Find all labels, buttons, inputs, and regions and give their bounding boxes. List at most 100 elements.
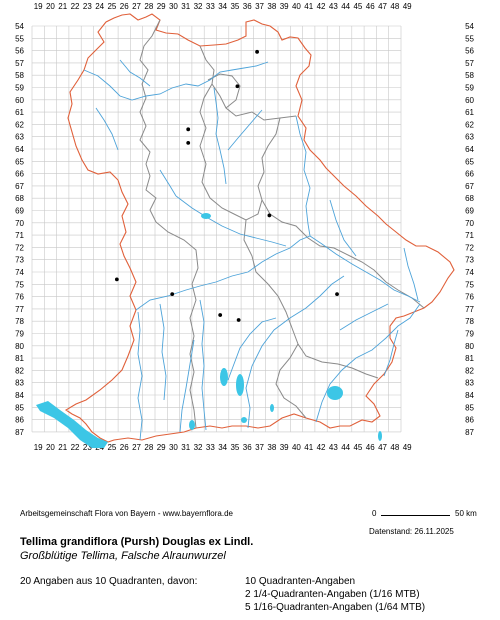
y-tick-label-right: 80	[465, 342, 474, 351]
x-tick-label-bottom: 37	[255, 443, 264, 452]
x-tick-label-bottom: 32	[194, 443, 203, 452]
y-tick-label-left: 58	[15, 71, 24, 80]
x-tick-label-bottom: 44	[341, 443, 350, 452]
y-tick-label-right: 83	[465, 379, 474, 388]
data-date: Datenstand: 26.11.2025	[369, 527, 454, 536]
y-tick-label-left: 61	[15, 108, 24, 117]
x-tick-label-bottom: 34	[218, 443, 227, 452]
x-tick-label-top: 22	[71, 2, 80, 11]
district-border-oberpfalz	[261, 199, 425, 309]
x-tick-label-bottom: 38	[267, 443, 276, 452]
y-tick-label-left: 55	[15, 34, 24, 43]
y-tick-label-left: 69	[15, 207, 24, 216]
x-tick-label-bottom: 46	[366, 443, 375, 452]
x-tick-label-top: 44	[341, 2, 350, 11]
x-tick-label-bottom: 41	[304, 443, 313, 452]
y-tick-label-right: 72	[465, 243, 474, 252]
y-tick-label-right: 64	[465, 145, 474, 154]
y-tick-label-right: 77	[465, 305, 474, 314]
y-tick-label-right: 62	[465, 120, 474, 129]
y-tick-label-right: 54	[465, 22, 474, 31]
y-tick-label-right: 79	[465, 330, 474, 339]
y-tick-label-left: 87	[15, 428, 24, 437]
y-tick-label-right: 63	[465, 133, 474, 142]
y-tick-label-left: 74	[15, 268, 24, 277]
x-tick-label-bottom: 31	[181, 443, 190, 452]
x-tick-label-bottom: 20	[46, 443, 55, 452]
stat-sixteenth-quadrant: 5 1/16-Quadranten-Angaben (1/64 MTB)	[245, 602, 426, 613]
river-iller	[137, 311, 143, 441]
y-tick-label-left: 62	[15, 120, 24, 129]
river-inn	[315, 303, 421, 423]
river-mindel	[159, 303, 167, 401]
district-border-middle-franconia	[199, 83, 281, 221]
district-borders	[139, 19, 425, 429]
river-amper	[227, 317, 277, 381]
x-tick-label-bottom: 30	[169, 443, 178, 452]
x-tick-label-bottom: 43	[329, 443, 338, 452]
y-tick-label-left: 82	[15, 366, 24, 375]
y-tick-label-right: 67	[465, 182, 474, 191]
district-border-lower-bavaria	[275, 343, 307, 419]
y-tick-label-right: 71	[465, 231, 474, 240]
lake-walchensee	[241, 417, 247, 423]
y-tick-label-left: 80	[15, 342, 24, 351]
x-tick-label-bottom: 22	[71, 443, 80, 452]
river-rott	[339, 303, 389, 331]
y-tick-label-left: 85	[15, 403, 24, 412]
record-marker	[335, 292, 339, 297]
species-common-name: Großblütige Tellima, Falsche Alraunwurze…	[20, 550, 226, 562]
rivers	[83, 59, 421, 441]
x-tick-label-top: 25	[107, 2, 116, 11]
y-tick-label-left: 56	[15, 47, 24, 56]
x-tick-label-top: 46	[366, 2, 375, 11]
lake-brombachsee	[201, 213, 211, 219]
grid-tick-labels: 1919202021212222232324242525262627272828…	[15, 2, 474, 452]
y-tick-label-left: 75	[15, 280, 24, 289]
river-ilz	[403, 247, 419, 301]
record-marker	[186, 140, 191, 145]
x-tick-label-top: 42	[317, 2, 326, 11]
y-tick-label-right: 55	[465, 34, 474, 43]
scale-label-start: 0	[372, 509, 377, 518]
x-tick-label-bottom: 21	[58, 443, 67, 452]
y-tick-label-right: 70	[465, 219, 474, 228]
x-tick-label-top: 28	[144, 2, 153, 11]
x-tick-label-top: 43	[329, 2, 338, 11]
y-tick-label-left: 68	[15, 194, 24, 203]
x-tick-label-top: 39	[280, 2, 289, 11]
y-tick-label-right: 75	[465, 280, 474, 289]
y-tick-label-left: 84	[15, 391, 24, 400]
river-pegnitz	[227, 109, 263, 151]
y-tick-label-right: 73	[465, 256, 474, 265]
river-regnitz	[213, 87, 227, 185]
x-tick-label-top: 34	[218, 2, 227, 11]
x-tick-label-top: 41	[304, 2, 313, 11]
y-tick-label-right: 65	[465, 157, 474, 166]
district-border-nuremberg-area	[207, 73, 241, 109]
river-naab-regen	[295, 115, 311, 237]
y-tick-label-left: 64	[15, 145, 24, 154]
river-lech	[199, 299, 207, 431]
records-summary: 20 Angaben aus 10 Quadranten, davon:	[20, 576, 198, 587]
x-tick-label-top: 31	[181, 2, 190, 11]
x-tick-label-bottom: 25	[107, 443, 116, 452]
lake-tegernsee	[270, 404, 274, 412]
record-marker	[186, 127, 191, 132]
x-tick-label-top: 30	[169, 2, 178, 11]
river-saale	[119, 59, 151, 87]
y-tick-label-right: 78	[465, 317, 474, 326]
record-marker	[236, 318, 241, 322]
district-border-lower-franconia-west	[139, 19, 161, 223]
y-tick-label-right: 58	[465, 71, 474, 80]
lake-koenigssee	[378, 431, 382, 441]
y-tick-label-left: 86	[15, 416, 24, 425]
x-tick-label-top: 29	[157, 2, 166, 11]
river-altmuehl	[175, 195, 287, 247]
y-tick-label-left: 73	[15, 256, 24, 265]
x-tick-label-top: 23	[83, 2, 92, 11]
river-isar	[245, 275, 345, 429]
y-tick-label-right: 74	[465, 268, 474, 277]
x-tick-label-bottom: 49	[403, 443, 412, 452]
y-tick-label-right: 86	[465, 416, 474, 425]
